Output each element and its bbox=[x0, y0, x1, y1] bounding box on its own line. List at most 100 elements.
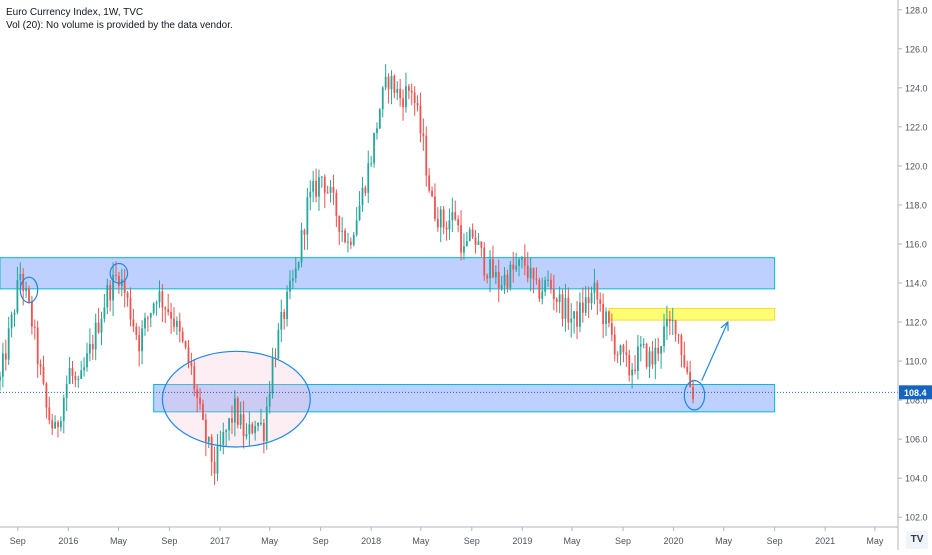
chart-legend: Euro Currency Index, 1W, TVC Vol (20): N… bbox=[6, 6, 233, 32]
candle bbox=[654, 338, 657, 380]
candle-body bbox=[573, 311, 576, 319]
last-price-badge bbox=[899, 385, 932, 400]
candle bbox=[68, 357, 71, 385]
time-tick-label: 2019 bbox=[512, 536, 532, 546]
candle-body bbox=[373, 132, 375, 164]
candle bbox=[289, 270, 291, 300]
candle-body bbox=[286, 291, 288, 320]
time-tick-label: May bbox=[110, 536, 128, 546]
candle-body bbox=[468, 229, 471, 242]
candle-body bbox=[271, 357, 274, 394]
candle bbox=[306, 188, 309, 250]
candle-body bbox=[106, 285, 109, 308]
candle-body bbox=[622, 345, 625, 353]
candle-body bbox=[161, 291, 164, 308]
candle-body bbox=[216, 446, 219, 474]
candle bbox=[680, 333, 683, 368]
candle bbox=[483, 241, 486, 281]
candle-body bbox=[141, 328, 143, 352]
candle-body bbox=[631, 369, 634, 376]
candle-body bbox=[36, 327, 39, 365]
candle-body bbox=[152, 303, 155, 313]
candle-body bbox=[503, 274, 506, 286]
candle-body bbox=[349, 241, 352, 245]
candle-body bbox=[248, 424, 251, 435]
candle bbox=[666, 305, 668, 340]
candle-body bbox=[425, 135, 428, 176]
candle-body bbox=[100, 318, 103, 333]
candle-body bbox=[407, 86, 410, 91]
candle-body bbox=[245, 434, 248, 437]
candle-body bbox=[158, 291, 161, 303]
volume-indicator-label[interactable]: Vol (20): No volume is provided by the d… bbox=[6, 20, 233, 31]
candle bbox=[149, 312, 152, 328]
candle-body bbox=[581, 302, 584, 313]
candle-body bbox=[19, 274, 22, 281]
candle-body bbox=[619, 345, 622, 355]
candle-body bbox=[497, 272, 500, 288]
support-resistance-zone bbox=[0, 257, 776, 290]
candle bbox=[303, 228, 306, 250]
time-tick-label: May bbox=[261, 536, 279, 546]
candle bbox=[500, 275, 503, 291]
price-axis[interactable]: 102.0 104.0 106.0 108.0 110.0 112.0 114.0 116.0… bbox=[897, 0, 932, 550]
candle bbox=[480, 241, 483, 257]
time-tick-label: 2017 bbox=[210, 536, 230, 546]
candle-body bbox=[135, 326, 138, 335]
time-axis[interactable]: Sep 2016 May Sep 2017 May Sep 2018 May Sep 2019 May… bbox=[0, 526, 898, 546]
time-tick-label: Sep bbox=[161, 536, 177, 546]
candle bbox=[410, 83, 413, 106]
candle bbox=[216, 433, 219, 481]
candle bbox=[686, 360, 689, 375]
candle bbox=[634, 355, 636, 375]
candle-body bbox=[521, 258, 523, 260]
candle bbox=[260, 408, 262, 426]
candle-body bbox=[30, 301, 33, 327]
candle bbox=[236, 396, 239, 429]
candle bbox=[349, 237, 352, 249]
candle bbox=[463, 233, 465, 260]
candle-body bbox=[303, 230, 306, 235]
candle bbox=[300, 222, 303, 268]
candle-body bbox=[651, 351, 654, 365]
candle-body bbox=[265, 406, 268, 442]
candle bbox=[445, 221, 448, 241]
tradingview-logo-icon[interactable]: TV bbox=[906, 531, 928, 549]
time-tick-label: May bbox=[412, 536, 430, 546]
candle bbox=[639, 336, 642, 362]
candle bbox=[326, 185, 329, 194]
candle-body bbox=[393, 75, 396, 93]
candle-body bbox=[637, 346, 639, 371]
candle bbox=[204, 413, 207, 457]
candle-body bbox=[231, 418, 233, 423]
candle-body bbox=[494, 272, 497, 278]
candle-body bbox=[483, 247, 486, 276]
candle-body bbox=[413, 92, 416, 103]
candle bbox=[262, 419, 265, 454]
candle-body bbox=[42, 366, 45, 384]
candle-body bbox=[399, 88, 402, 99]
candle bbox=[341, 217, 344, 242]
candle bbox=[373, 132, 375, 168]
symbol-title[interactable]: Euro Currency Index, 1W, TVC bbox=[6, 7, 144, 18]
candle bbox=[283, 308, 286, 330]
candle-body bbox=[358, 205, 361, 221]
candle-body bbox=[442, 209, 445, 228]
candle-body bbox=[251, 424, 254, 434]
candle bbox=[126, 291, 129, 307]
annotation-shapes bbox=[0, 262, 898, 448]
candle bbox=[16, 266, 19, 315]
candle bbox=[39, 359, 42, 376]
candle bbox=[202, 399, 204, 421]
candle-body bbox=[291, 278, 294, 281]
candle bbox=[309, 180, 312, 211]
candle-body bbox=[509, 264, 512, 288]
candle bbox=[689, 361, 692, 388]
candle-body bbox=[561, 294, 564, 319]
candle-body bbox=[260, 422, 262, 424]
price-tick-label: 114.0 bbox=[905, 279, 927, 289]
candle-body bbox=[326, 192, 329, 194]
candle-body bbox=[13, 312, 16, 315]
